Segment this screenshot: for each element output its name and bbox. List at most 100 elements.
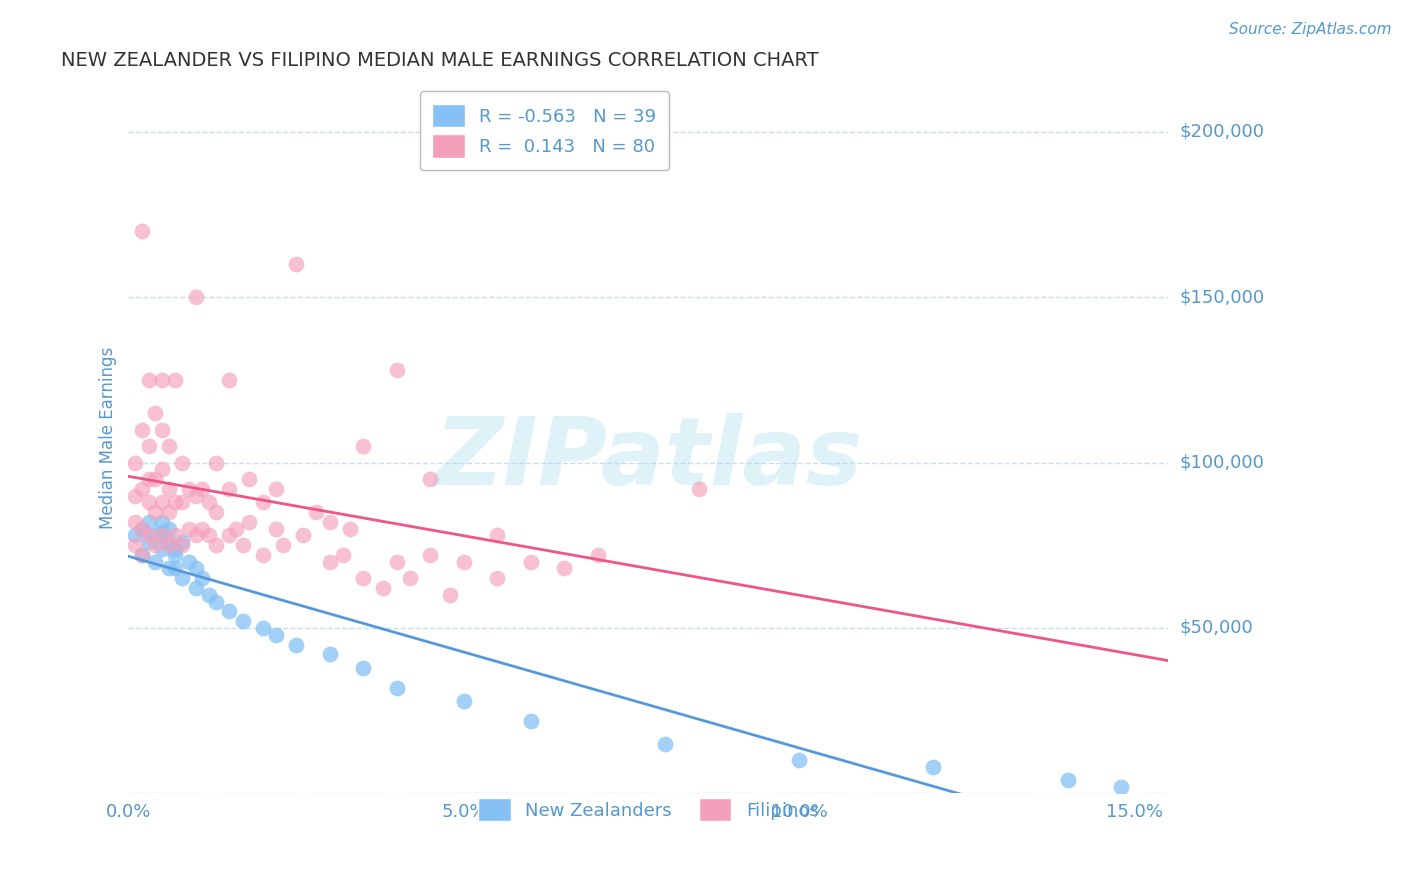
Point xyxy=(150,423,173,437)
Point xyxy=(787,753,810,767)
Point xyxy=(218,482,240,496)
Point xyxy=(204,538,226,552)
Point xyxy=(922,760,945,774)
Text: $150,000: $150,000 xyxy=(1180,288,1264,306)
Point xyxy=(319,648,342,662)
Point xyxy=(157,482,180,496)
Point xyxy=(138,373,160,387)
Point xyxy=(553,561,575,575)
Point xyxy=(150,462,173,476)
Point xyxy=(184,489,207,503)
Point xyxy=(231,538,253,552)
Point xyxy=(654,737,676,751)
Point xyxy=(204,594,226,608)
Point xyxy=(131,423,153,437)
Point xyxy=(399,571,422,585)
Point xyxy=(124,456,146,470)
Point xyxy=(486,571,509,585)
Point xyxy=(520,714,543,728)
Point xyxy=(177,555,200,569)
Point xyxy=(150,515,173,529)
Point xyxy=(453,555,475,569)
Point xyxy=(486,528,509,542)
Point xyxy=(191,571,214,585)
Point xyxy=(172,495,194,509)
Point xyxy=(319,515,342,529)
Point xyxy=(143,555,166,569)
Point xyxy=(138,528,160,542)
Point xyxy=(184,561,207,575)
Point xyxy=(184,528,207,542)
Text: NEW ZEALANDER VS FILIPINO MEDIAN MALE EARNINGS CORRELATION CHART: NEW ZEALANDER VS FILIPINO MEDIAN MALE EA… xyxy=(60,51,818,70)
Point xyxy=(198,495,221,509)
Text: $100,000: $100,000 xyxy=(1180,454,1264,472)
Point xyxy=(1109,780,1132,794)
Point xyxy=(172,456,194,470)
Point xyxy=(124,538,146,552)
Point xyxy=(138,495,160,509)
Point xyxy=(191,522,214,536)
Point xyxy=(385,363,408,377)
Point xyxy=(143,505,166,519)
Point xyxy=(285,257,308,271)
Point xyxy=(191,482,214,496)
Point xyxy=(157,535,180,549)
Point xyxy=(150,541,173,556)
Point xyxy=(172,538,194,552)
Point xyxy=(165,561,187,575)
Point xyxy=(124,489,146,503)
Point xyxy=(218,604,240,618)
Point xyxy=(291,528,314,542)
Point xyxy=(157,561,180,575)
Point xyxy=(198,528,221,542)
Point xyxy=(305,505,328,519)
Point xyxy=(165,548,187,562)
Point xyxy=(124,515,146,529)
Point xyxy=(352,439,374,453)
Point xyxy=(150,373,173,387)
Point xyxy=(143,472,166,486)
Point xyxy=(131,482,153,496)
Point xyxy=(520,555,543,569)
Point xyxy=(419,472,441,486)
Point xyxy=(198,588,221,602)
Point xyxy=(172,535,194,549)
Point xyxy=(352,571,374,585)
Point xyxy=(138,535,160,549)
Legend: New Zealanders, Filipinos: New Zealanders, Filipinos xyxy=(465,786,831,834)
Point xyxy=(264,627,287,641)
Point xyxy=(184,290,207,304)
Point xyxy=(138,515,160,529)
Point xyxy=(373,582,395,596)
Point xyxy=(150,528,173,542)
Point xyxy=(150,495,173,509)
Point xyxy=(157,439,180,453)
Point xyxy=(165,495,187,509)
Point xyxy=(157,522,180,536)
Point xyxy=(252,548,274,562)
Point xyxy=(131,548,153,562)
Point xyxy=(177,482,200,496)
Point xyxy=(172,571,194,585)
Point xyxy=(238,515,260,529)
Point xyxy=(385,555,408,569)
Point xyxy=(238,472,260,486)
Point xyxy=(319,555,342,569)
Point xyxy=(231,615,253,629)
Point xyxy=(285,638,308,652)
Point xyxy=(339,522,361,536)
Point xyxy=(138,472,160,486)
Point xyxy=(1056,773,1078,788)
Point xyxy=(204,505,226,519)
Text: $50,000: $50,000 xyxy=(1180,619,1253,637)
Point xyxy=(143,406,166,420)
Point xyxy=(385,681,408,695)
Point xyxy=(165,373,187,387)
Point xyxy=(688,482,710,496)
Point xyxy=(264,482,287,496)
Point xyxy=(138,439,160,453)
Point xyxy=(124,528,146,542)
Text: ZIPatlas: ZIPatlas xyxy=(434,413,862,505)
Point xyxy=(143,538,166,552)
Text: Source: ZipAtlas.com: Source: ZipAtlas.com xyxy=(1229,22,1392,37)
